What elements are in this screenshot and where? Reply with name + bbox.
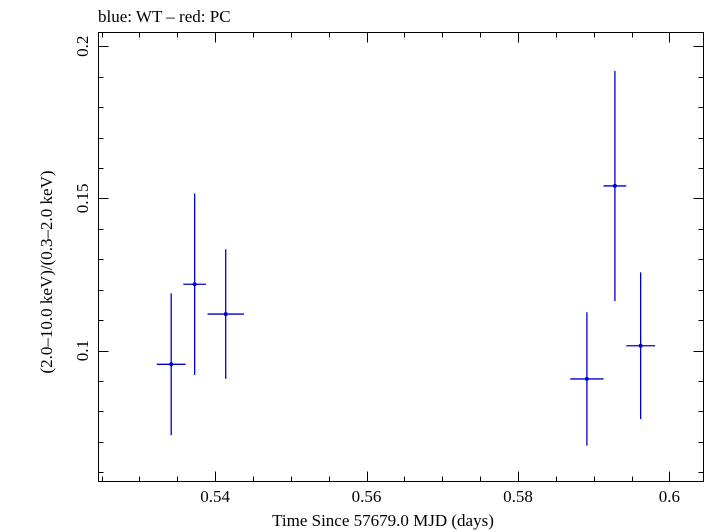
data-point — [603, 70, 627, 301]
chart-title: blue: WT – red: PC — [98, 7, 231, 26]
data-marker — [192, 282, 197, 287]
data-point — [626, 272, 656, 420]
x-tick-label: 0.58 — [503, 487, 533, 506]
data-marker — [638, 343, 643, 348]
y-tick-label: 0.15 — [73, 184, 92, 214]
axis-ticks: 0.54 0.56 0.58 0.6 0.1 0.15 0.2 — [73, 32, 704, 506]
y-axis-label: (2.0–10.0 keV)/(0.3–2.0 keV) — [37, 170, 56, 373]
data-marker — [584, 376, 589, 381]
data-point — [207, 249, 244, 379]
data-point — [156, 293, 186, 436]
data-point — [570, 312, 604, 446]
y-tick-label: 0.1 — [73, 340, 92, 361]
data-marker — [169, 362, 174, 367]
x-axis-label: Time Since 57679.0 MJD (days) — [272, 511, 494, 530]
x-tick-label: 0.54 — [200, 487, 230, 506]
plot-frame — [98, 32, 704, 482]
x-tick-label: 0.6 — [659, 487, 680, 506]
data-marker — [612, 183, 617, 188]
x-tick-label: 0.56 — [352, 487, 382, 506]
data-points — [156, 70, 656, 446]
data-marker — [223, 312, 228, 317]
data-point — [183, 193, 207, 375]
y-tick-label: 0.2 — [73, 36, 92, 57]
